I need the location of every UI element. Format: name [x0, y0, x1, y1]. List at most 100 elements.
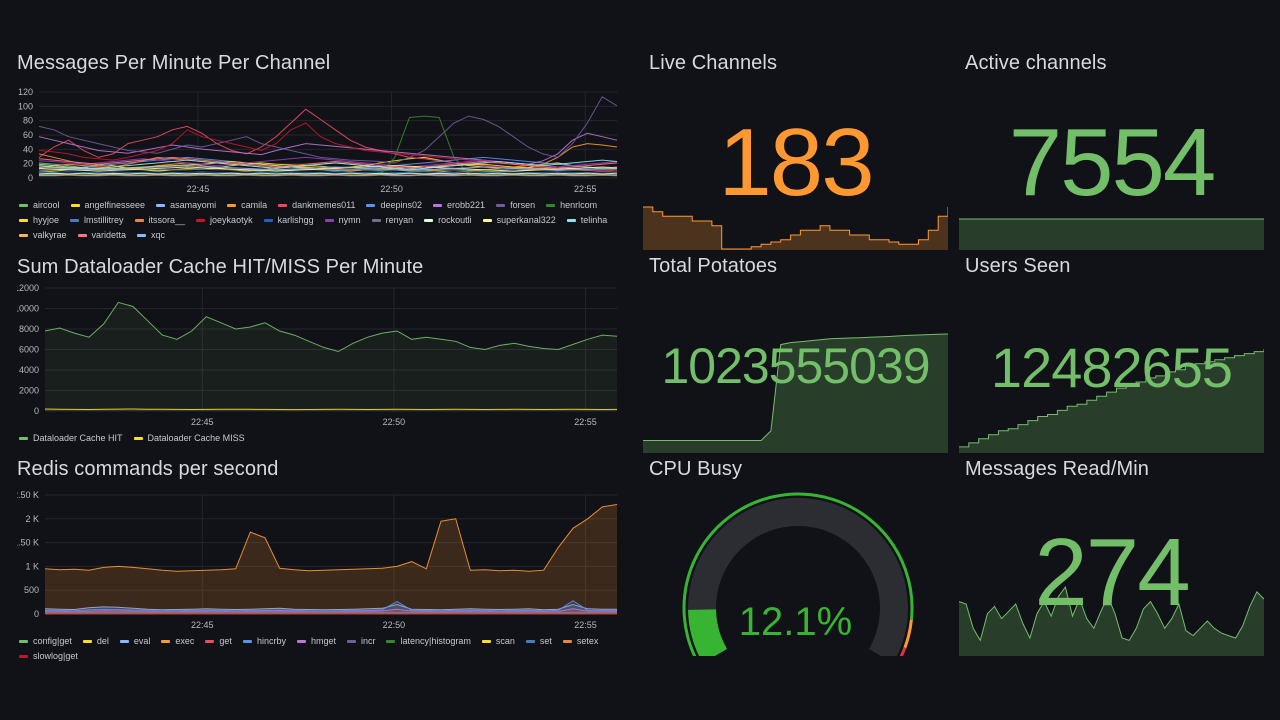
series-line-eval[interactable] — [44, 603, 617, 611]
redis-commands-chart[interactable]: 0 500 1 K 1.50 K 2 K 2.50 K 22:45 22:50 22:55 — [17, 488, 630, 648]
panel-dataloader-cache[interactable]: Sum Dataloader Cache HIT/MISS Per Minute… — [17, 256, 630, 448]
panel-title: CPU Busy — [649, 458, 743, 480]
legend-item[interactable]: joeykaotyk — [196, 213, 253, 228]
legend-item[interactable]: set — [525, 634, 552, 649]
sparkline-area — [643, 334, 948, 453]
legend-item[interactable]: rockoutli — [424, 213, 472, 228]
legend-label: renyan — [385, 215, 414, 225]
legend-item[interactable]: config|get — [19, 634, 72, 649]
legend-item[interactable]: del — [82, 634, 109, 649]
x-tick-label: 22:50 — [383, 417, 406, 427]
legend-swatch — [546, 204, 556, 208]
legend-item[interactable]: hyyjoe — [19, 213, 59, 228]
legend-item[interactable]: angelfinesseee — [70, 198, 145, 213]
legend-item[interactable]: Dataloader Cache HIT — [19, 431, 123, 446]
series-line-dataloader-cache-miss[interactable] — [44, 408, 618, 411]
x-tick-label: 22:45 — [191, 417, 214, 427]
legend-item[interactable]: slowlog|get — [19, 649, 78, 664]
gauge-threshold-green — [682, 492, 914, 656]
series-line-varidetta[interactable] — [38, 156, 618, 169]
y-tick-label: 8000 — [19, 324, 39, 334]
legend-item[interactable]: dankmemes011 — [278, 198, 355, 213]
legend-item[interactable]: lmstillitrey — [70, 213, 124, 228]
series-line-forsen[interactable] — [38, 96, 618, 164]
legend-swatch — [70, 219, 80, 223]
legend-item[interactable]: erobb221 — [433, 198, 485, 213]
active-channels-sparkline — [959, 218, 1264, 250]
messages-per-minute-chart[interactable]: 0 20 40 60 80 100 120 22:45 22:50 22:55 — [17, 82, 630, 227]
legend-item[interactable]: latency|histogram — [386, 634, 471, 649]
legend-item[interactable]: incr — [346, 634, 376, 649]
legend-label: valkyrae — [33, 230, 67, 240]
legend-label: eval — [133, 636, 151, 646]
series-line-valkyrae[interactable] — [39, 174, 618, 176]
legend-item[interactable]: hmget — [296, 634, 336, 649]
series-line-rockoutli[interactable] — [38, 172, 618, 175]
legend-item[interactable]: nymn — [324, 213, 361, 228]
legend-item[interactable]: scan — [481, 634, 515, 649]
series-line-xqc[interactable] — [38, 165, 618, 171]
legend-label: incr — [360, 636, 376, 646]
panel-live-channels[interactable]: Live Channels 183 — [643, 52, 948, 250]
legend-item[interactable]: hincrby — [242, 634, 286, 649]
series-line-dankmemes011[interactable] — [38, 108, 617, 172]
legend-item[interactable]: eval — [119, 634, 151, 649]
y-tick-label: 0 — [34, 609, 39, 619]
legend-swatch — [242, 640, 252, 644]
legend-item[interactable]: xqc — [137, 228, 165, 243]
legend-swatch — [77, 234, 87, 238]
legend-item[interactable]: camila — [227, 198, 267, 213]
live-channels-sparkline — [643, 206, 948, 250]
legend-item[interactable]: valkyrae — [19, 228, 67, 243]
legend-swatch — [19, 640, 28, 644]
panel-messages-read[interactable]: Messages Read/Min 274 — [959, 458, 1264, 656]
legend-item[interactable]: setex — [562, 634, 599, 649]
panel-messages-per-minute[interactable]: Messages Per Minute Per Channel 0 20 40 60 8… — [17, 52, 630, 248]
legend-item[interactable]: forsen — [496, 198, 535, 213]
x-tick-label: 22:55 — [574, 620, 597, 630]
series-line-dataloader-cache-hit[interactable] — [44, 301, 618, 353]
series-line-telinha[interactable] — [38, 159, 618, 171]
panel-active-channels[interactable]: Active channels 7554 — [959, 52, 1264, 250]
panel-redis-commands[interactable]: Redis commands per second 0 500 1 K 1.50 K 2… — [17, 458, 630, 661]
dataloader-cache-chart[interactable]: 0 2000 4000 6000 8000 10000 12000 22:45 22:50 22:… — [17, 284, 630, 452]
legend-label: setex — [576, 636, 599, 646]
legend-item[interactable]: henrlcom — [546, 198, 597, 213]
legend-item[interactable]: get — [205, 634, 232, 649]
legend-swatch — [82, 640, 92, 644]
legend-item[interactable]: deepins02 — [366, 198, 422, 213]
total-potatoes-sparkline — [643, 333, 948, 453]
panel-users-seen[interactable]: Users Seen 12482655 — [959, 255, 1264, 453]
legend-swatch — [482, 219, 492, 223]
legend-swatch — [263, 219, 273, 223]
series-line-karlishgg[interactable] — [39, 171, 618, 173]
series-line-lmstillitrey[interactable] — [39, 174, 618, 177]
series-line-hincrby[interactable] — [44, 600, 617, 612]
legend-label: dankmemes011 — [292, 200, 356, 210]
legend-item[interactable]: telinha — [566, 213, 607, 228]
legend-item[interactable]: exec — [161, 634, 194, 649]
legend-swatch — [19, 234, 28, 238]
legend-item[interactable]: varidetta — [77, 228, 126, 243]
series-line-exec[interactable] — [44, 504, 618, 572]
x-tick-label: 22:55 — [574, 184, 597, 194]
legend-item[interactable]: Dataloader Cache MISS — [133, 431, 245, 446]
cpu-busy-value: 12.1% — [738, 600, 853, 644]
legend-label: Dataloader Cache HIT — [33, 433, 123, 443]
legend-swatch — [278, 204, 288, 208]
legend-item[interactable]: aircool — [19, 198, 60, 213]
panel-cpu-busy[interactable]: CPU Busy 12.1% — [643, 458, 948, 656]
legend-swatch — [433, 204, 443, 208]
panel-total-potatoes[interactable]: Total Potatoes 1023555039 — [643, 255, 948, 453]
messages-read-sparkline — [959, 586, 1264, 656]
legend-label: latency|histogram — [400, 636, 471, 646]
legend-item[interactable]: karlishgg — [263, 213, 314, 228]
y-tick-label: 1 K — [25, 561, 39, 571]
legend-item[interactable]: renyan — [371, 213, 414, 228]
gauge-threshold-red — [899, 647, 907, 656]
legend-label: hyyjoe — [33, 215, 60, 225]
legend-item[interactable]: asamayomi — [156, 198, 216, 213]
legend-item[interactable]: superkanal322 — [482, 213, 556, 228]
series-line-superkanal322[interactable] — [38, 165, 618, 172]
legend-item[interactable]: itssora__ — [134, 213, 185, 228]
